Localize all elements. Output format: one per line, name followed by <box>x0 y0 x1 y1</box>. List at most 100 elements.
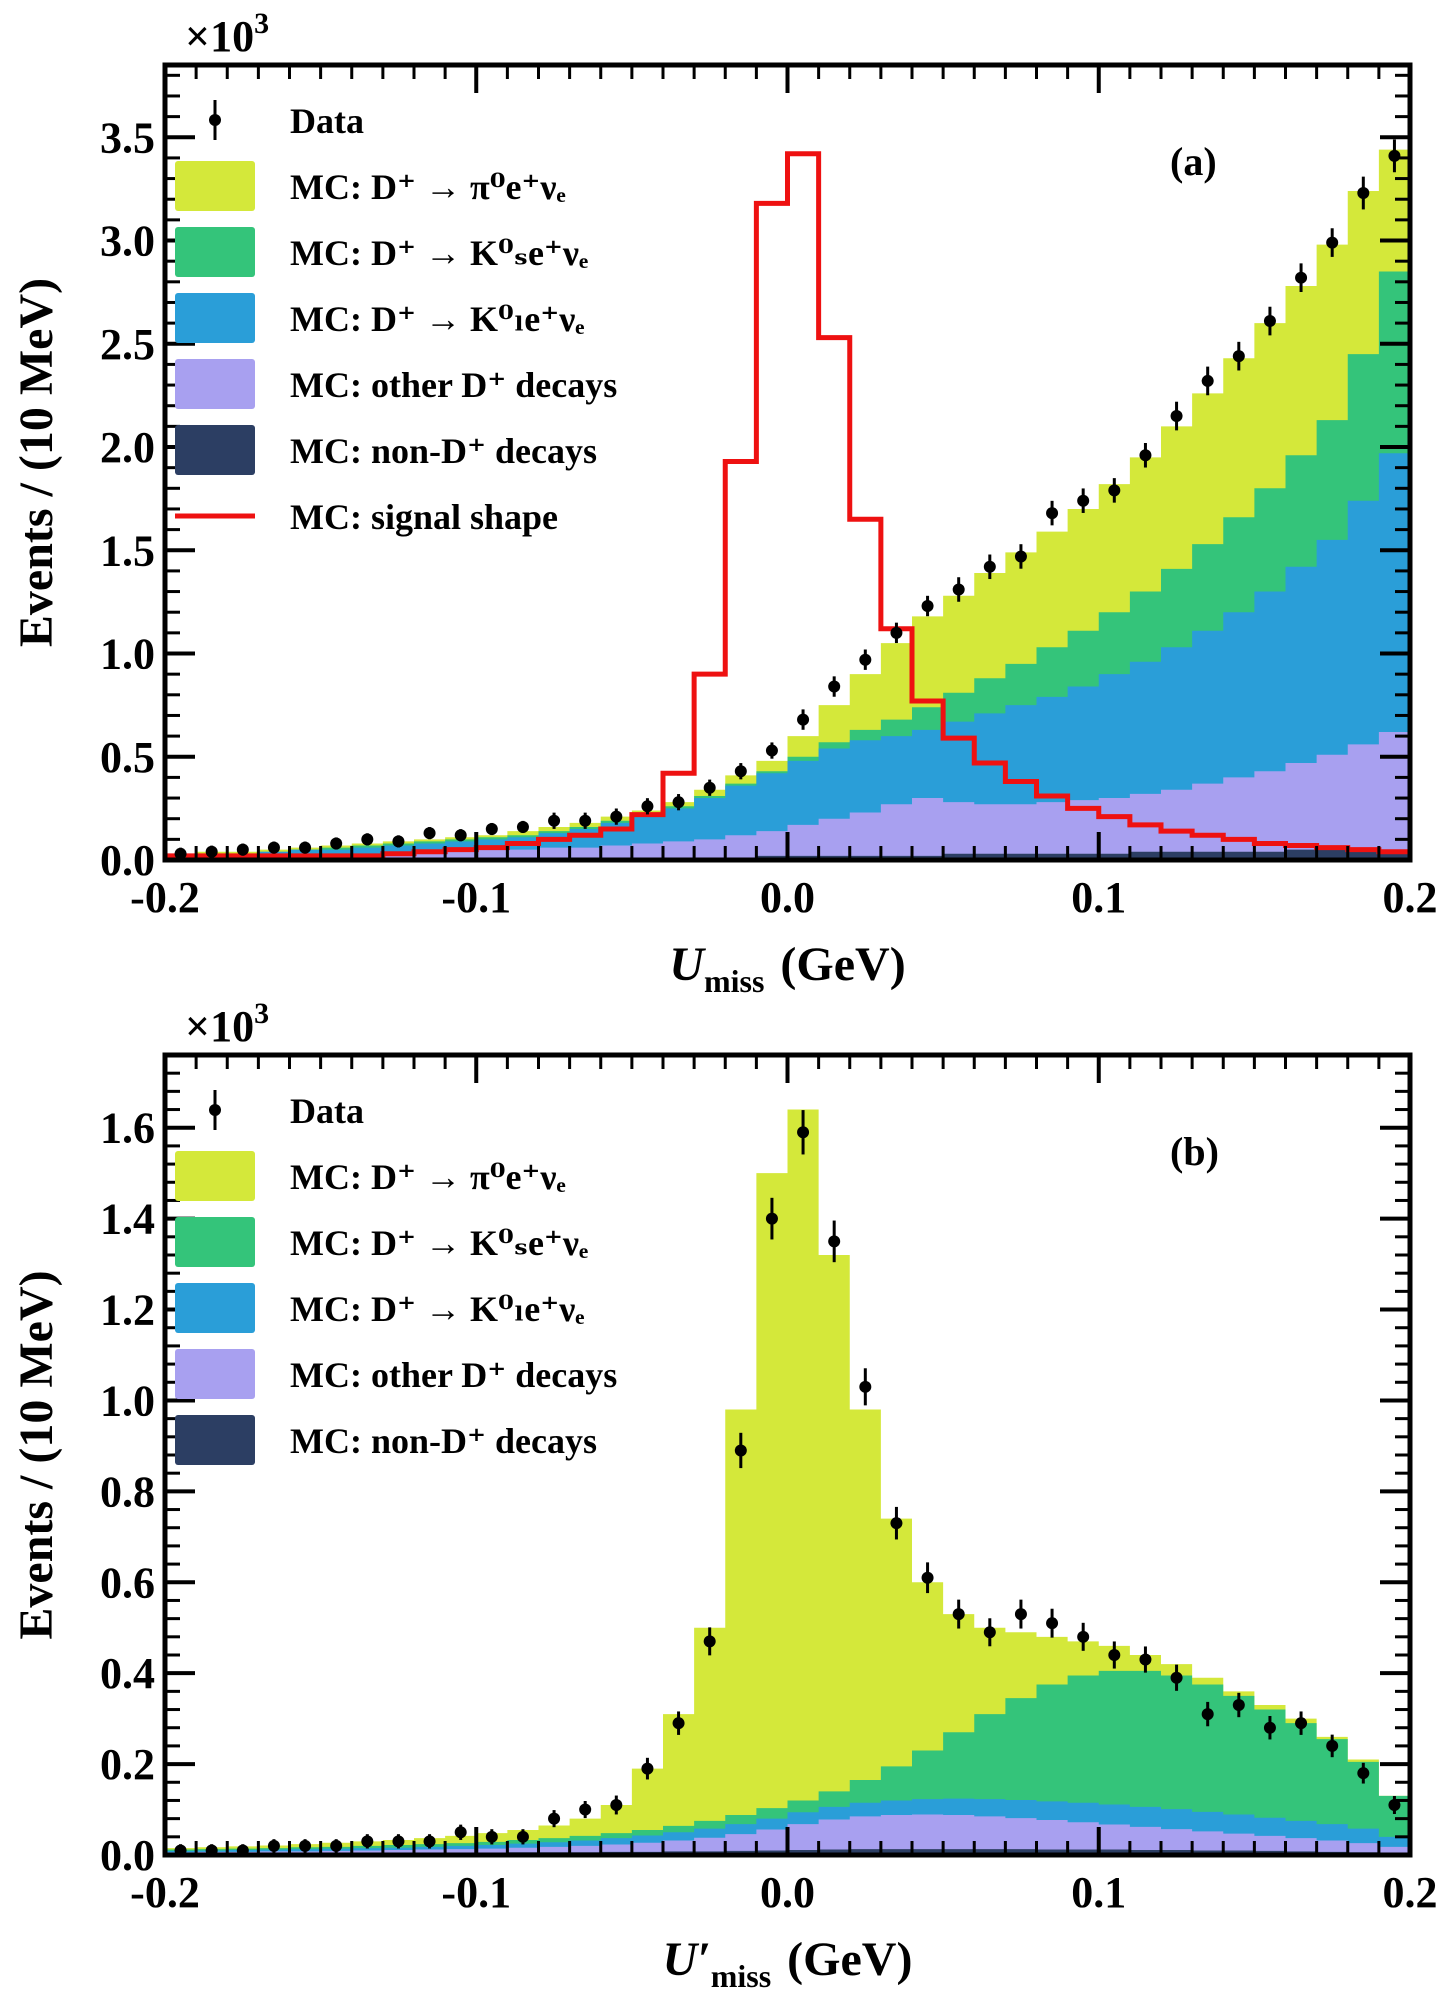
y-tick-label: 3.0 <box>100 217 155 266</box>
data-point <box>516 820 529 834</box>
data-point <box>890 622 903 644</box>
data-point <box>361 833 374 846</box>
data-point <box>361 1834 374 1849</box>
data-point <box>921 1562 934 1594</box>
x-tick-label: 0.1 <box>1071 873 1126 922</box>
y-tick-label: 0.0 <box>100 1831 155 1880</box>
data-point <box>1201 366 1214 396</box>
data-point <box>1232 1692 1245 1718</box>
y-tick-label: 1.2 <box>100 1286 155 1335</box>
legend-label: MC: D⁺ → K⁰ₗe⁺νₑ <box>290 1289 585 1329</box>
data-point <box>1014 544 1027 569</box>
y-tick-label: 1.0 <box>100 630 155 679</box>
legend-label: Data <box>290 1091 364 1131</box>
legend-entry-data: Data <box>209 100 364 141</box>
data-point <box>1046 500 1059 526</box>
data-point <box>1170 401 1183 431</box>
data-point <box>1232 341 1245 371</box>
legend-label: MC: non-D⁺ decays <box>290 431 597 471</box>
y-tick-label: 1.5 <box>100 526 155 575</box>
data-point <box>734 1432 747 1469</box>
x-tick-label: -0.2 <box>130 873 200 922</box>
data-point <box>734 763 747 780</box>
data-point <box>1108 478 1121 503</box>
x-axis-title: Umiss (GeV) <box>669 938 905 999</box>
stack-other <box>165 731 1410 860</box>
y-axis-title: Events / (10 MeV) <box>10 278 63 647</box>
data-point <box>1357 1762 1370 1784</box>
data-point <box>1139 1646 1152 1673</box>
stack-pi0 <box>165 1109 1410 1855</box>
y-tick-label: 2.0 <box>100 423 155 472</box>
data-point <box>890 1506 903 1540</box>
data-point <box>983 1618 996 1647</box>
data-point <box>236 843 249 856</box>
legend-swatch <box>175 1151 255 1201</box>
data-point <box>797 709 810 730</box>
data-point <box>579 812 592 829</box>
data-point <box>641 1757 654 1780</box>
data-point <box>703 779 716 796</box>
legend-swatch <box>175 1283 255 1333</box>
data-point <box>828 1220 841 1263</box>
y-tick-label: 0.2 <box>100 1740 155 1789</box>
stack-kl <box>165 453 1410 860</box>
legend-label: MC: D⁺ → π⁰e⁺νₑ <box>290 167 566 207</box>
legend-entry-pi0: MC: D⁺ → π⁰e⁺νₑ <box>175 161 566 211</box>
data-point <box>485 1829 498 1845</box>
y-tick-label: 2.5 <box>100 320 155 369</box>
legend-entry-kl: MC: D⁺ → K⁰ₗe⁺νₑ <box>175 293 585 343</box>
data-point <box>1326 228 1339 257</box>
data-point <box>952 1599 965 1629</box>
ticks-layer: -0.2 -0.1 0.0 0.1 0.2 0.0 0.2 0.4 0.6 0.8 1.0 1.2 1.… <box>100 1053 1438 1917</box>
legend-swatch <box>175 425 255 475</box>
data-point <box>921 595 934 617</box>
data-point <box>205 845 218 858</box>
data-point <box>1046 1608 1059 1638</box>
data-point <box>1139 443 1152 468</box>
data-point <box>548 812 561 829</box>
signal-shape-line <box>165 151 1410 859</box>
x-tick-label: -0.1 <box>441 1868 511 1917</box>
y-multiplier: ×103 <box>185 7 269 61</box>
x-tick-label: 0.2 <box>1383 873 1438 922</box>
data-point <box>299 1839 312 1853</box>
data-point <box>1357 176 1370 210</box>
x-axis-title: U′miss (GeV) <box>663 1933 913 1994</box>
legend: Data MC: D⁺ → π⁰e⁺νₑ MC: D⁺ → K⁰ₛe⁺νₑ MC: D… <box>175 100 617 537</box>
ticks-layer: -0.2 -0.1 0.0 0.1 0.2 0.0 0.5 1.0 1.5 2.0 2.5 3.0 3.… <box>100 65 1438 922</box>
y-tick-label: 0.5 <box>100 733 155 782</box>
data-point <box>330 837 343 850</box>
y-tick-label: 0.8 <box>100 1467 155 1516</box>
x-tick-label: -0.2 <box>130 1868 200 1917</box>
legend-label: Data <box>290 101 364 141</box>
data-point <box>672 1711 685 1735</box>
legend-label: MC: D⁺ → K⁰ₗe⁺νₑ <box>290 299 585 339</box>
legend-entry-nond: MC: non-D⁺ decays <box>175 425 597 475</box>
x-tick-label: 0.0 <box>760 1868 815 1917</box>
legend-swatch <box>175 227 255 277</box>
data-point <box>267 841 280 854</box>
data-point <box>1201 1701 1214 1727</box>
data-point <box>267 1839 280 1853</box>
stack-layer <box>165 1109 1410 1855</box>
legend-swatch <box>175 1349 255 1399</box>
data-point <box>952 577 965 602</box>
data-point <box>485 822 498 836</box>
legend-entry-ks: MC: D⁺ → K⁰ₛe⁺νₑ <box>175 227 588 277</box>
legend-entry-ks: MC: D⁺ → K⁰ₛe⁺νₑ <box>175 1217 588 1267</box>
data-point <box>765 742 778 759</box>
legend-entry-kl: MC: D⁺ → K⁰ₗe⁺νₑ <box>175 1283 585 1333</box>
data-point <box>859 649 872 670</box>
panel-a: -0.2 -0.1 0.0 0.1 0.2 0.0 0.5 1.0 1.5 2.0 2.5 3.0 3.… <box>10 7 1438 999</box>
data-point <box>516 1829 529 1845</box>
data-point <box>454 1824 467 1840</box>
legend-marker <box>209 114 221 126</box>
data-point <box>1263 1716 1276 1740</box>
data-point <box>1263 306 1276 336</box>
x-tick-label: 0.0 <box>760 873 815 922</box>
legend-label: MC: other D⁺ decays <box>290 1355 617 1395</box>
panel-b: -0.2 -0.1 0.0 0.1 0.2 0.0 0.2 0.4 0.6 0.8 1.0 1.2 1.… <box>10 997 1438 1994</box>
legend-swatch <box>175 293 255 343</box>
data-point <box>765 1197 778 1240</box>
